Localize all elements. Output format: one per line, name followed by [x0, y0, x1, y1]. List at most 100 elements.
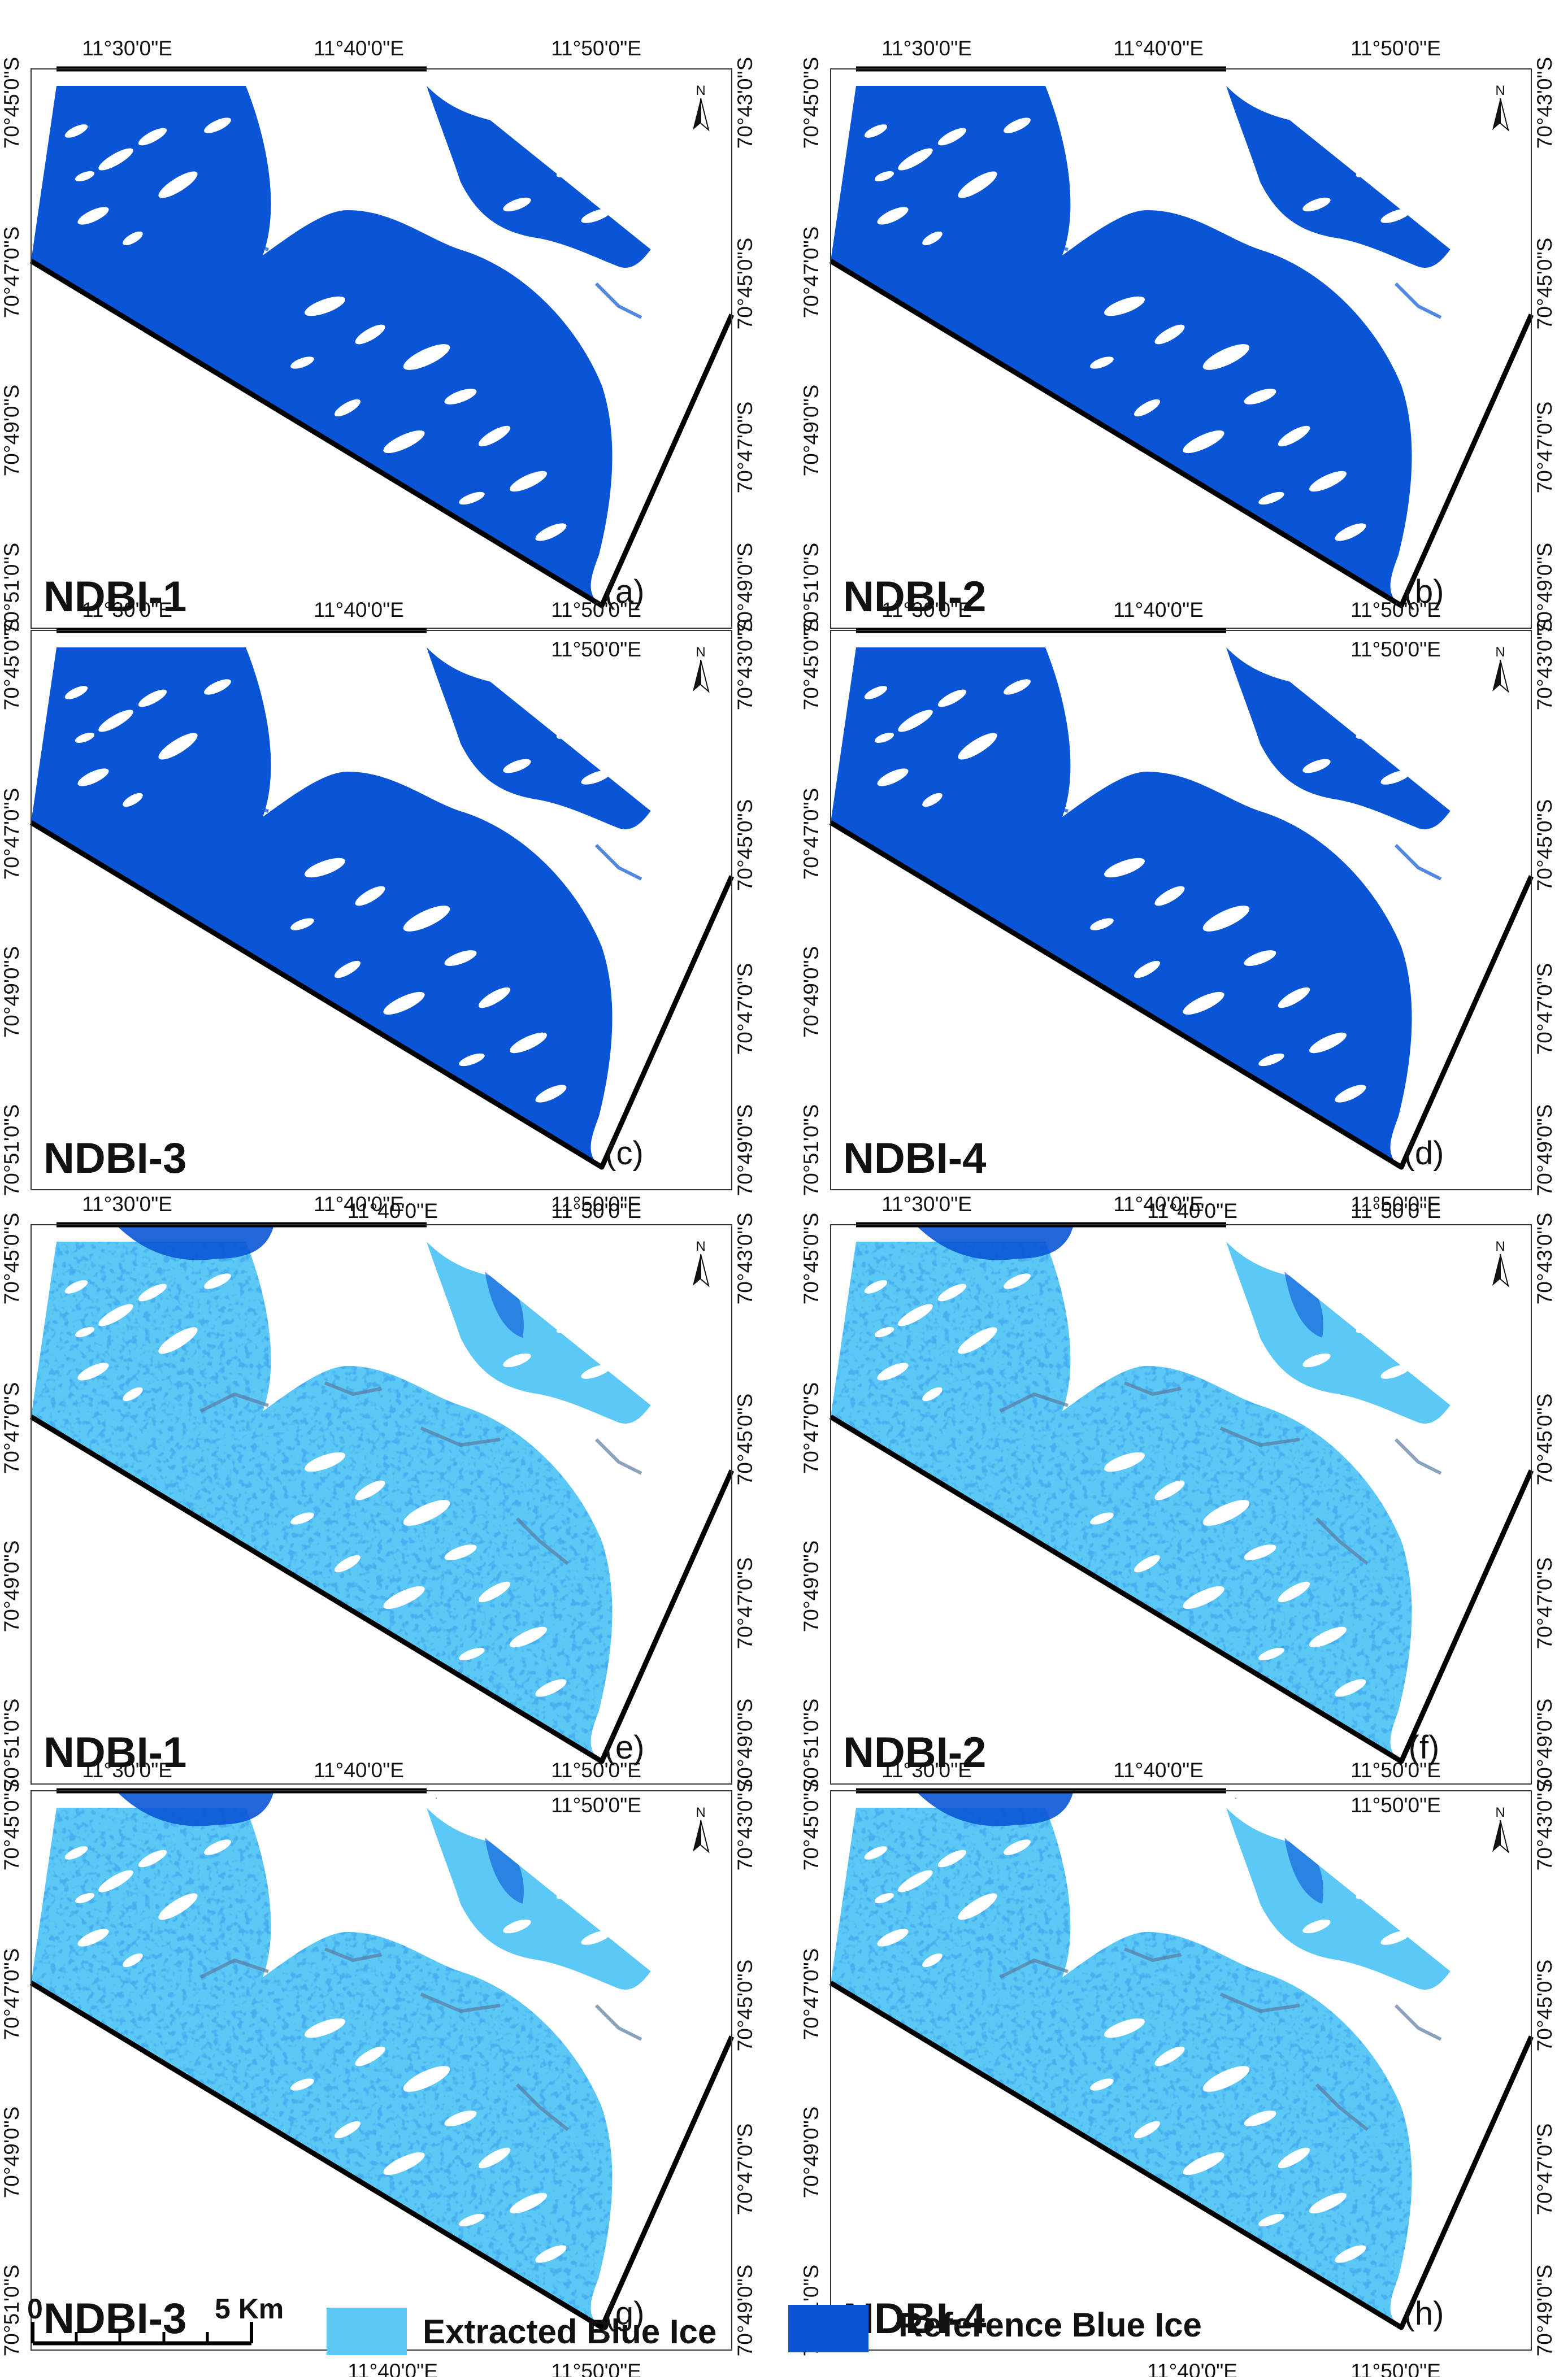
ice-ridge	[199, 1392, 269, 1413]
snow-patch	[138, 128, 167, 146]
ice-ridge	[324, 1947, 382, 1963]
snow-patch	[1004, 118, 1031, 133]
snow-patch	[459, 491, 485, 505]
legend-extracted: Extracted Blue Ice	[327, 2308, 716, 2355]
snow-patch	[123, 231, 143, 246]
index-label: NDBI-2	[843, 1729, 986, 1777]
ice-ridge	[420, 271, 501, 291]
snow-patch	[1258, 491, 1284, 505]
longitude-label-top: 11°40'0"E	[1113, 1759, 1204, 1782]
latitude-label-right: 70°43'0"S	[733, 1779, 757, 1871]
snow-patch	[444, 950, 477, 966]
longitude-label-top: 11°40'0"E	[314, 1759, 404, 1782]
snow-patch	[403, 906, 450, 932]
longitude-label-top: 11°30'0"E	[881, 1759, 972, 1782]
snow-patch	[503, 1353, 531, 1368]
index-label: NDBI-4	[843, 1134, 986, 1182]
snow-patch	[1183, 430, 1224, 454]
snow-patch	[123, 1387, 143, 1402]
snow-patch	[937, 128, 967, 146]
map-panel-c: 11°30'0"E 11°40'0"E 11°50'0"E 11°40'0"E 11°5…	[0, 598, 757, 1222]
snow-patch	[1004, 1273, 1031, 1289]
latitude-label-left: 70°45'0"S	[800, 1779, 823, 1871]
map-neatline	[31, 630, 732, 1190]
snow-patch	[1134, 399, 1160, 417]
snow-patch	[510, 2192, 547, 2214]
snow-patch	[864, 1280, 888, 1294]
latitude-label-right: 70°45'0"S	[1533, 1960, 1556, 2052]
north-label: N	[1495, 83, 1505, 98]
snow-patch	[98, 710, 133, 732]
snow-patch	[1380, 770, 1411, 785]
latitude-label-left: 70°49'0"S	[800, 385, 823, 477]
reference-blue-ice-texture	[31, 1808, 613, 2327]
snow-patch	[1202, 344, 1250, 370]
snow-patch	[898, 710, 933, 732]
snow-patch	[355, 324, 385, 345]
north-arrow-icon: N	[1492, 645, 1509, 693]
snow-patch	[1335, 1679, 1366, 1697]
snow-patch	[877, 207, 909, 225]
snow-patch	[1202, 1500, 1250, 1526]
scale-bar: 0 5 Km	[27, 2293, 284, 2346]
snow-patch	[581, 1930, 611, 1945]
latitude-label-left: 70°51'0"S	[800, 543, 823, 635]
latitude-label-left: 70°49'0"S	[800, 2107, 823, 2199]
latitude-label-left: 70°47'0"S	[800, 227, 823, 319]
latitude-label-right: 70°45'0"S	[733, 799, 757, 891]
snow-patch	[1335, 2245, 1366, 2263]
panel-letter: (h)	[1404, 2295, 1444, 2332]
legend-label-extracted: Extracted Blue Ice	[423, 2313, 716, 2351]
latitude-label-right: 70°49'0"S	[1533, 1699, 1556, 1791]
snow-patch	[937, 1283, 967, 1302]
ice-ridge	[324, 225, 382, 241]
north-label: N	[696, 1239, 705, 1254]
longitude-label-top: 11°30'0"E	[82, 1193, 172, 1216]
latitude-label-right: 70°43'0"S	[733, 57, 757, 149]
snow-patch	[138, 689, 167, 707]
snow-patch	[535, 1085, 567, 1103]
snow-patch	[444, 389, 477, 404]
snow-patch	[1335, 523, 1366, 541]
snow-patch	[355, 886, 385, 906]
reference-blue-ice-texture	[31, 1242, 613, 1761]
snow-patch	[1154, 1480, 1185, 1500]
snow-patch	[922, 231, 943, 246]
latitude-label-right: 70°47'0"S	[1533, 2124, 1556, 2216]
snow-patch	[77, 768, 109, 786]
snow-patch	[874, 1326, 894, 1338]
legend-label-reference: Reference Blue Ice	[898, 2306, 1202, 2344]
snow-patch	[898, 1304, 933, 1326]
snow-patch	[922, 1953, 943, 1968]
snow-patch	[1178, 490, 1207, 507]
snow-patch	[77, 1363, 109, 1381]
snow-patch	[1244, 1544, 1276, 1560]
latitude-label-left: 70°47'0"S	[0, 227, 23, 319]
reference-blue-ice-patch	[915, 1791, 1074, 1826]
snow-patch	[1090, 2078, 1114, 2091]
latitude-label-left: 70°49'0"S	[0, 2107, 23, 2199]
snow-patch	[204, 679, 231, 695]
legend-swatch-extracted	[327, 2308, 407, 2355]
snow-patch	[922, 793, 943, 807]
reference-blue-ice-region	[1226, 647, 1531, 876]
ice-ridge	[999, 1958, 1069, 1979]
snow-patch	[922, 1387, 943, 1402]
latitude-label-right: 70°47'0"S	[1533, 1557, 1556, 1650]
map-panel-f: 11°30'0"E 11°40'0"E 11°50'0"E 11°40'0"E 11°5…	[800, 1193, 1556, 1817]
snow-patch	[383, 430, 425, 454]
snow-patch	[510, 471, 547, 492]
panel-letter: (c)	[605, 1135, 644, 1172]
ice-ridge	[324, 787, 382, 802]
latitude-label-right: 70°49'0"S	[1533, 2265, 1556, 2357]
snow-patch	[937, 689, 967, 707]
snow-patch	[877, 1363, 909, 1381]
snow-patch	[478, 425, 511, 447]
snow-patch	[138, 1283, 167, 1302]
snow-patch	[1380, 1364, 1411, 1379]
latitude-label-right: 70°43'0"S	[733, 1213, 757, 1305]
snow-patch	[1430, 782, 1452, 795]
latitude-label-right: 70°47'0"S	[1533, 963, 1556, 1055]
snow-patch	[478, 2147, 511, 2169]
snow-patch	[958, 733, 997, 760]
